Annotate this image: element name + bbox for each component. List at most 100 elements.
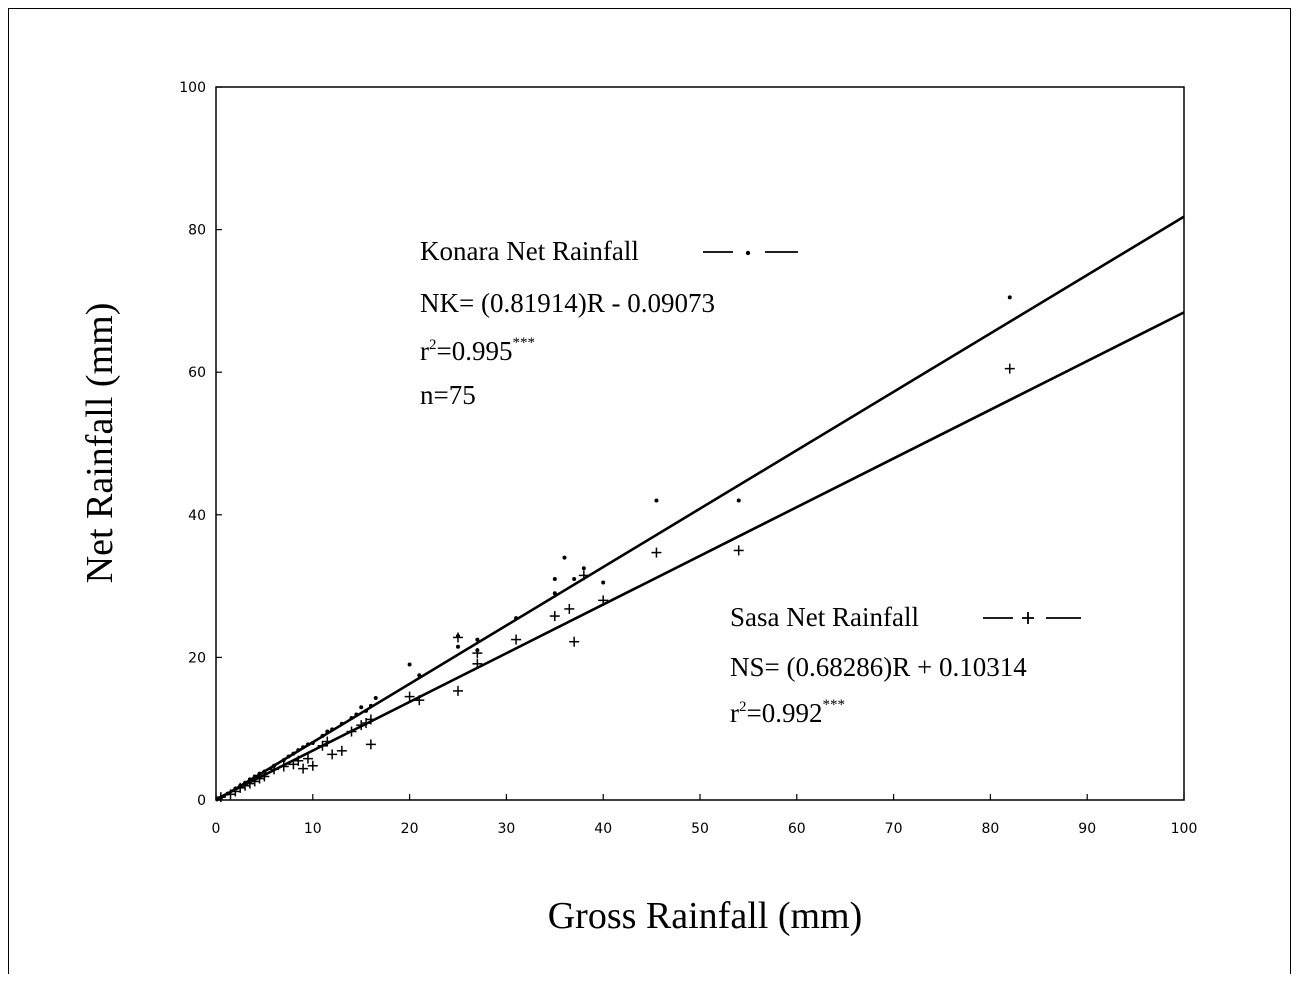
point-series-1 [356, 720, 367, 731]
point-series-1 [414, 695, 425, 706]
point-series-1 [365, 714, 376, 725]
point-series-1 [511, 634, 522, 645]
point-series-1 [404, 691, 415, 702]
sasa-r2: r2=0.992*** [730, 697, 845, 728]
point-series-1 [598, 595, 609, 606]
point-series-1 [453, 685, 463, 696]
point-series-0 [286, 754, 291, 759]
plot-area-border [215, 86, 1185, 801]
x-tick-label: 30 [497, 821, 515, 837]
point-series-0 [296, 748, 301, 753]
y-tick-label: 60 [188, 365, 206, 381]
sasa-legend-label: Sasa Net Rainfall [730, 602, 919, 632]
point-series-0 [552, 591, 557, 596]
point-series-0 [339, 721, 344, 726]
point-series-1 [269, 764, 280, 775]
konara-r2: r2=0.995*** [420, 335, 535, 366]
point-series-1 [733, 545, 744, 556]
point-series-0 [475, 637, 480, 642]
point-series-0 [291, 751, 296, 756]
x-axis-title: Gross Rainfall (mm) [548, 895, 863, 937]
point-series-0 [1007, 295, 1012, 300]
point-series-0 [330, 727, 335, 732]
konara-equation: NK= (0.81914)R - 0.09073 [420, 288, 715, 318]
x-tick-label: 20 [401, 821, 419, 837]
point-series-1 [472, 658, 483, 669]
point-series-0 [456, 644, 460, 649]
konara-n: n=75 [420, 380, 476, 410]
point-series-0 [301, 745, 306, 750]
x-tick-label: 60 [788, 821, 806, 837]
point-series-1 [651, 547, 662, 558]
x-tick-label: 90 [1078, 821, 1096, 837]
point-series-1 [317, 740, 328, 751]
point-series-1 [302, 753, 313, 764]
fit-line-series-0 [215, 215, 1185, 802]
point-series-0 [736, 498, 741, 503]
x-tick-label: 0 [212, 821, 221, 837]
konara-annotation: Konara Net Rainfall NK= (0.81914)R - 0.0… [420, 236, 798, 410]
point-series-1 [578, 570, 589, 581]
point-series-0 [581, 566, 586, 571]
point-series-1 [298, 763, 309, 774]
point-series-1 [1004, 363, 1015, 374]
point-series-0 [320, 733, 325, 738]
point-series-0 [654, 498, 659, 503]
konara-legend-swatch [703, 250, 798, 256]
point-series-0 [349, 716, 354, 721]
point-series-0 [325, 729, 330, 734]
x-tick-label: 50 [691, 821, 709, 837]
x-tick-label: 100 [1171, 821, 1198, 837]
sasa-legend-swatch [983, 612, 1081, 624]
point-series-1 [307, 760, 318, 771]
konara-legend-label: Konara Net Rainfall [420, 236, 639, 266]
point-series-1 [244, 778, 255, 789]
point-series-0 [407, 662, 412, 667]
point-series-0 [364, 708, 369, 713]
point-series-1 [346, 726, 357, 737]
point-series-1 [322, 736, 333, 747]
tick-labels: 0 10 20 30 40 50 60 70 80 90 100 0 20 40 60 80 100 [179, 80, 1197, 837]
point-series-1 [215, 792, 226, 803]
point-series-0 [552, 576, 557, 581]
point-series-1 [235, 782, 246, 793]
point-series-1 [259, 771, 270, 782]
point-series-0 [373, 696, 378, 701]
point-series-1 [336, 745, 347, 756]
y-tick-label: 80 [188, 223, 206, 239]
y-tick-label: 20 [188, 650, 206, 666]
fit-lines [215, 215, 1185, 802]
point-series-0 [572, 576, 577, 581]
point-series-1 [240, 780, 251, 791]
point-series-0 [514, 616, 519, 621]
data-points [215, 295, 1015, 803]
point-series-1 [549, 611, 560, 622]
x-tick-label: 80 [981, 821, 999, 837]
point-series-0 [368, 703, 373, 708]
point-series-1 [254, 773, 265, 784]
x-tick-label: 70 [885, 821, 903, 837]
y-tick-label: 0 [197, 793, 206, 809]
point-series-1 [472, 648, 483, 659]
point-series-1 [327, 749, 338, 760]
point-series-1 [564, 603, 575, 614]
point-series-1 [453, 632, 463, 643]
sasa-annotation: Sasa Net Rainfall NS= (0.68286)R + 0.103… [730, 602, 1081, 728]
figure-frame [8, 8, 1291, 974]
sasa-equation: NS= (0.68286)R + 0.10314 [730, 652, 1027, 682]
x-tick-label: 10 [304, 821, 322, 837]
point-series-1 [278, 761, 289, 772]
point-series-0 [354, 712, 359, 717]
x-tick-label: 40 [594, 821, 612, 837]
point-series-1 [293, 755, 304, 766]
fit-line-series-1 [215, 311, 1185, 801]
point-series-0 [310, 740, 315, 745]
point-series-0 [601, 580, 606, 585]
point-series-0 [359, 705, 364, 710]
point-series-0 [281, 758, 286, 763]
y-axis-title: Net Rainfall (mm) [79, 303, 121, 584]
point-series-0 [562, 555, 567, 560]
y-tick-label: 100 [179, 80, 206, 96]
point-series-1 [569, 636, 580, 647]
